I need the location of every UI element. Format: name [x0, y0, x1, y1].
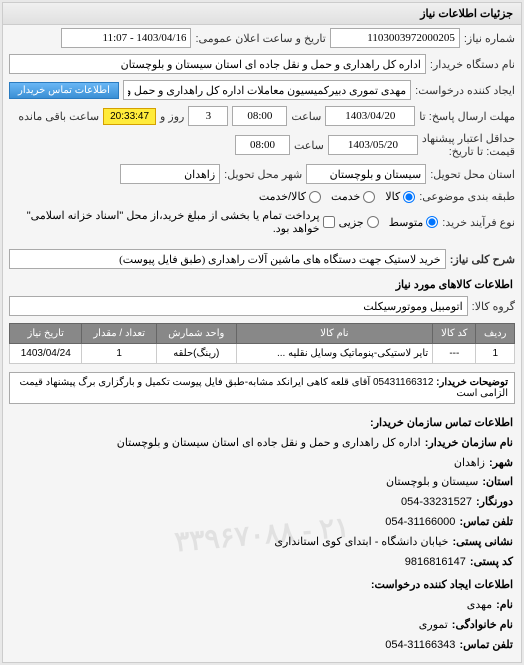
kv-postal: کد پستی:9816816147 — [11, 553, 513, 573]
remaining-label: ساعت باقی مانده — [18, 110, 99, 123]
announce-field — [61, 28, 191, 48]
radio-partial-input[interactable] — [367, 216, 379, 228]
cell-date: 1403/04/24 — [10, 344, 82, 364]
response-date — [325, 106, 415, 126]
radio-partial[interactable]: جزیی — [339, 216, 379, 229]
group-field — [9, 296, 468, 316]
detail-panel: جزئیات اطلاعات نیاز شماره نیاز: تاریخ و … — [2, 2, 522, 663]
cell-row: 1 — [476, 344, 515, 364]
buyer-notes: توضیحات خریدار: 05431166312 آقای قلعه کا… — [9, 372, 515, 404]
days-label: روز و — [160, 110, 184, 123]
remaining-badge: 20:33:47 — [103, 108, 156, 125]
contact-section-title: اطلاعات تماس سازمان خریدار: — [11, 414, 513, 434]
kv-tel: تلفن تماس:054-31166343 — [11, 636, 513, 656]
radio-both[interactable]: کالا/خدمت — [259, 190, 321, 203]
proforma-label: حداقل اعتبار پیشنهاد — [422, 132, 515, 145]
treasury-checkbox[interactable]: پرداخت تمام یا بخشی از مبلغ خرید،از محل … — [9, 209, 335, 235]
group-label: گروه کالا: — [472, 300, 515, 313]
goods-table: ردیف کد کالا نام کالا واحد شمارش تعداد /… — [9, 323, 515, 364]
row-goods-group: گروه کالا: — [3, 293, 521, 319]
radio-mid-input[interactable] — [426, 216, 438, 228]
need-title-label: شرح کلی نیاز: — [450, 253, 515, 266]
org-field — [9, 54, 426, 74]
notes-value: 05431166312 آقای قلعه کاهی ایرانکد مشابه… — [19, 377, 508, 399]
col-date: تاریخ نیاز — [10, 324, 82, 344]
row-proforma: حداقل اعتبار پیشنهاد قیمت: تا تاریخ: ساع… — [3, 129, 521, 161]
notes-label: توضیحات خریدار: — [436, 377, 508, 388]
response-label: مهلت ارسال پاسخ: تا — [419, 110, 515, 123]
kv-name: نام:مهدی — [11, 596, 513, 616]
req-no-field — [330, 28, 460, 48]
time-label-1: ساعت — [291, 110, 321, 123]
response-time — [232, 106, 287, 126]
goods-table-wrap: ردیف کد کالا نام کالا واحد شمارش تعداد /… — [3, 319, 521, 368]
province-field — [306, 164, 426, 184]
proforma-sublabel: قیمت: تا تاریخ: — [422, 145, 515, 158]
radio-service-input[interactable] — [363, 191, 375, 203]
cell-code: --- — [433, 344, 476, 364]
subject-label: طبقه بندی موضوعی: — [419, 190, 515, 203]
row-creator: ایجاد کننده درخواست: اطلاعات تماس خریدار — [3, 77, 521, 103]
creator-label: ایجاد کننده درخواست: — [415, 84, 515, 97]
kv-fax: دورنگار:054-33231527 — [11, 493, 513, 513]
row-response-deadline: مهلت ارسال پاسخ: تا ساعت روز و 20:33:47 … — [3, 103, 521, 129]
table-row[interactable]: 1 --- تایر لاستیکی-پنوماتیک وسایل نقلیه … — [10, 344, 515, 364]
subject-radio-group: کالا خدمت کالا/خدمت — [259, 190, 415, 203]
creator-section-title: اطلاعات ایجاد کننده درخواست: — [11, 576, 513, 596]
city-field — [120, 164, 220, 184]
kv-city: شهر:زاهدان — [11, 454, 513, 474]
table-header-row: ردیف کد کالا نام کالا واحد شمارش تعداد /… — [10, 324, 515, 344]
radio-goods[interactable]: کالا — [385, 190, 415, 203]
cell-qty: 1 — [82, 344, 156, 364]
col-row: ردیف — [476, 324, 515, 344]
treasury-checkbox-input[interactable] — [323, 216, 335, 228]
process-radio-group: متوسط جزیی — [339, 216, 439, 229]
kv-province: استان:سیستان و بلوچستان — [11, 473, 513, 493]
panel-title: جزئیات اطلاعات نیاز — [3, 3, 521, 25]
radio-both-input[interactable] — [309, 191, 321, 203]
col-name: نام کالا — [236, 324, 432, 344]
row-process: نوع فرآیند خرید: متوسط جزیی پرداخت تمام … — [3, 206, 521, 238]
col-unit: واحد شمارش — [156, 324, 236, 344]
proforma-time — [235, 135, 290, 155]
org-label: نام دستگاه خریدار: — [430, 58, 515, 71]
row-need-title: شرح کلی نیاز: — [3, 246, 521, 272]
row-req-no: شماره نیاز: تاریخ و ساعت اعلان عمومی: — [3, 25, 521, 51]
radio-mid[interactable]: متوسط — [389, 216, 439, 229]
process-label: نوع فرآیند خرید: — [442, 216, 515, 229]
days-field — [188, 106, 228, 126]
row-org: نام دستگاه خریدار: — [3, 51, 521, 77]
contact-button[interactable]: اطلاعات تماس خریدار — [9, 82, 119, 99]
kv-address: نشانی پستی:خیابان دانشگاه - ابتدای کوی ا… — [11, 533, 513, 553]
cell-unit: (رینگ)حلقه — [156, 344, 236, 364]
kv-family: نام خانوادگی:تموری — [11, 616, 513, 636]
row-classification: طبقه بندی موضوعی: کالا خدمت کالا/خدمت — [3, 187, 521, 206]
kv-phone: تلفن تماس:054-31166000 — [11, 513, 513, 533]
goods-section-title: اطلاعات کالاهای مورد نیاز — [3, 272, 521, 293]
cell-name: تایر لاستیکی-پنوماتیک وسایل نقلیه ... — [236, 344, 432, 364]
province-label: استان محل تحویل: — [430, 168, 515, 181]
req-no-label: شماره نیاز: — [464, 32, 515, 45]
proforma-date — [328, 135, 418, 155]
col-qty: تعداد / مقدار — [82, 324, 156, 344]
radio-goods-input[interactable] — [403, 191, 415, 203]
need-title-field — [9, 249, 446, 269]
city-label: شهر محل تحویل: — [224, 168, 302, 181]
creator-field — [123, 80, 411, 100]
col-code: کد کالا — [433, 324, 476, 344]
radio-service[interactable]: خدمت — [331, 190, 375, 203]
time-label-2: ساعت — [294, 139, 324, 152]
kv-org: نام سازمان خریدار:اداره کل راهداری و حمل… — [11, 434, 513, 454]
announce-label: تاریخ و ساعت اعلان عمومی: — [195, 32, 325, 45]
contact-section: اطلاعات تماس سازمان خریدار: نام سازمان خ… — [3, 408, 521, 662]
row-location: استان محل تحویل: شهر محل تحویل: — [3, 161, 521, 187]
